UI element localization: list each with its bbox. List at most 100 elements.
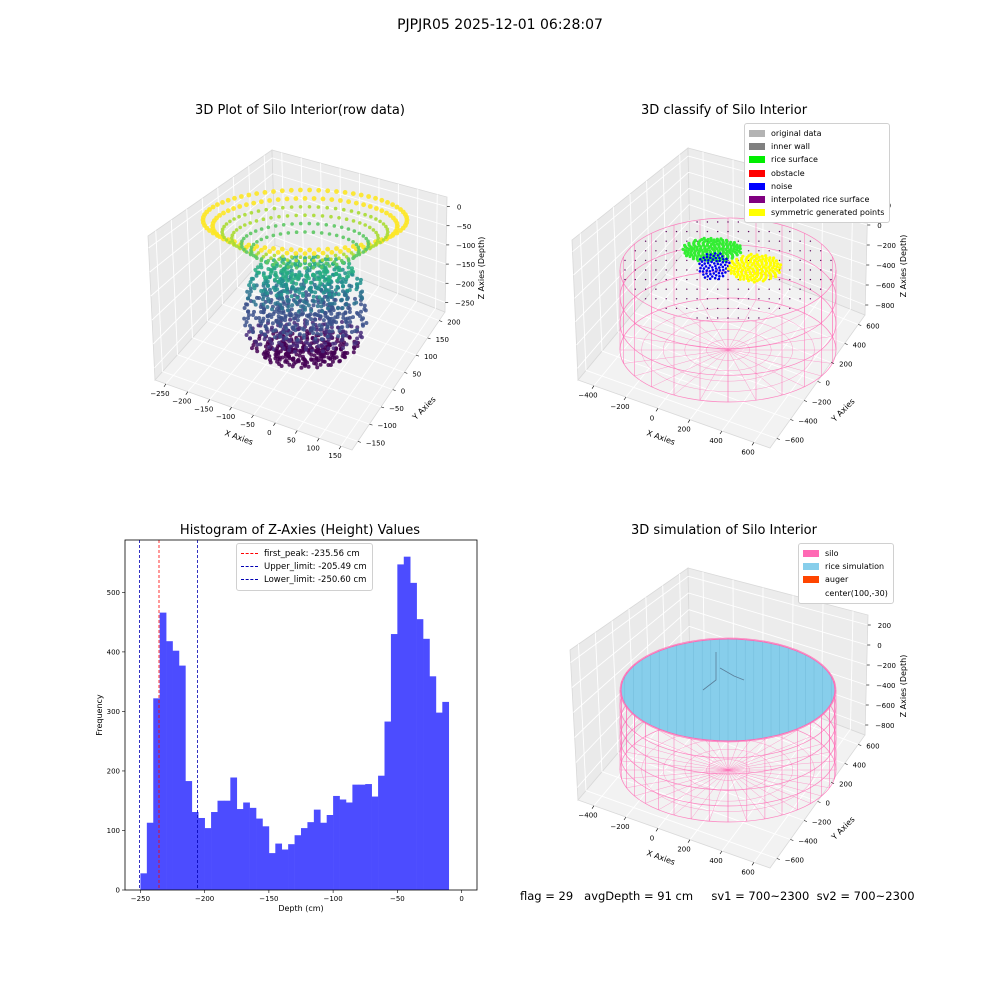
cls-grid-point <box>696 269 698 271</box>
raw-point <box>361 323 365 328</box>
raw-point <box>375 238 380 243</box>
cls-grid-point <box>717 298 719 300</box>
sim-z-tick-label: −400 <box>876 682 895 690</box>
raw-point <box>228 240 232 245</box>
raw-point <box>280 306 285 311</box>
cls-rice-surface-point <box>693 238 698 242</box>
cls-grid-point <box>737 230 739 233</box>
cls-noise-point <box>705 269 708 273</box>
raw-point <box>379 197 385 203</box>
raw-point <box>344 333 349 338</box>
raw-point <box>334 246 339 251</box>
raw-point <box>302 196 308 201</box>
raw-grid-z-back <box>272 173 447 227</box>
cls-grid-point <box>820 288 822 290</box>
cls-grid-point <box>696 288 698 290</box>
raw-point <box>273 224 278 228</box>
sim-x-tick <box>751 862 755 866</box>
raw-point <box>347 306 352 311</box>
raw-point <box>341 346 345 350</box>
raw-point <box>307 205 312 209</box>
cls-grid-point <box>675 240 678 242</box>
raw-grid-z-left <box>151 205 275 321</box>
classify-legend-label: obstacle <box>771 168 805 178</box>
raw-point <box>336 292 341 297</box>
sim-grid-y <box>585 790 777 859</box>
cls-grid-point <box>665 230 667 233</box>
raw-point <box>308 280 313 285</box>
raw-point <box>351 240 355 244</box>
raw-grid-x-wall <box>397 183 399 294</box>
raw-point <box>296 309 301 314</box>
raw-point <box>342 190 348 195</box>
cls-noise-point <box>703 262 706 265</box>
cls-x-tick <box>591 385 595 389</box>
cls-silo-floor-spoke <box>727 349 783 396</box>
histogram-bar <box>435 712 443 890</box>
histogram-bar <box>223 800 231 890</box>
status-flag: flag = 29 <box>520 889 574 903</box>
sim-silo-floor-spoke <box>645 736 729 771</box>
raw-point <box>266 296 270 301</box>
raw-point <box>358 277 363 282</box>
sim-z-axis-label: Z Axies (Depth) <box>899 655 908 718</box>
cls-grid-point <box>634 288 636 290</box>
histogram-bar <box>268 853 276 890</box>
raw-point <box>359 317 364 322</box>
raw-point <box>342 207 346 212</box>
raw-point <box>276 279 281 284</box>
raw-point <box>248 289 253 294</box>
raw-point <box>254 346 259 351</box>
raw-point <box>339 338 344 343</box>
cls-grid-point <box>675 278 678 281</box>
simulation-3d-plot[interactable]: −400 −200 0 200 400 600 −600 −400 −200 0 200 400 600… <box>500 550 1000 885</box>
raw-point <box>356 211 361 215</box>
raw-point <box>325 306 330 311</box>
raw-grid-x-wall <box>416 189 419 301</box>
cls-grid-point <box>717 307 719 310</box>
cls-grid-point <box>727 317 729 319</box>
cls-symmetric-point <box>732 269 736 273</box>
raw-point <box>388 234 393 240</box>
cls-rice-surface-point <box>736 246 740 250</box>
cls-grid-point <box>747 230 750 233</box>
raw-point <box>295 318 300 323</box>
raw-grid-y-wall <box>186 209 193 338</box>
raw-point <box>285 297 290 302</box>
raw-3d-plot[interactable]: −250 −200 −150 −100 −50 0 50 100 150 −150 −100 −50 0… <box>0 130 500 480</box>
sim-y-tick <box>817 801 821 803</box>
cls-noise-point <box>722 258 725 261</box>
raw-point <box>404 214 409 220</box>
raw-point <box>379 208 385 214</box>
cls-grid-point <box>717 269 719 271</box>
raw-point <box>305 321 309 326</box>
raw-point <box>304 279 308 284</box>
raw-y-tick-label: 0 <box>401 388 405 396</box>
raw-point <box>222 235 226 240</box>
cls-symmetric-point <box>775 265 779 269</box>
cls-grid-point <box>758 250 760 252</box>
raw-point <box>230 236 234 240</box>
cls-grid-point <box>706 298 709 300</box>
raw-point <box>240 245 244 249</box>
raw-point <box>275 359 280 364</box>
raw-point <box>273 270 278 275</box>
cls-z-tick-label: −800 <box>875 302 894 310</box>
cls-rice-surface-point <box>686 250 690 254</box>
cls-grid-point <box>789 240 791 242</box>
histogram-canvas: −250 −200 −150 −100 −50 0 0 100 200 300 400 500 De… <box>95 539 478 913</box>
cls-grid-point <box>789 269 791 271</box>
histogram-plot[interactable]: −250 −200 −150 −100 −50 0 0 100 200 300 400 500 De… <box>80 535 490 920</box>
raw-point <box>253 268 258 272</box>
cls-grid-point <box>675 230 678 233</box>
raw-point <box>248 286 253 291</box>
raw-y-tick <box>439 320 443 322</box>
raw-point <box>345 275 349 279</box>
cls-grid-point <box>768 230 770 233</box>
raw-point <box>353 329 357 334</box>
raw-point <box>369 214 373 219</box>
raw-point <box>350 272 355 277</box>
raw-point <box>319 300 324 305</box>
sim-grid-z-left <box>571 592 689 688</box>
raw-point <box>244 320 249 324</box>
